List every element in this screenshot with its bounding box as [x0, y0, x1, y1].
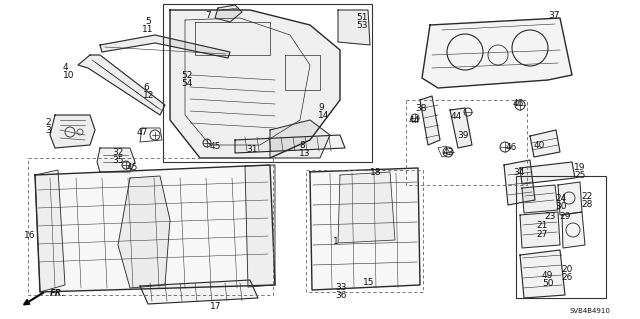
- Text: 50: 50: [542, 279, 554, 288]
- Polygon shape: [530, 130, 560, 157]
- Text: 5: 5: [145, 17, 151, 26]
- Polygon shape: [170, 10, 340, 158]
- Text: 23: 23: [544, 212, 556, 221]
- Bar: [516, 176, 606, 298]
- Polygon shape: [97, 148, 135, 172]
- Text: 26: 26: [561, 273, 572, 282]
- Text: 34: 34: [513, 168, 524, 177]
- Polygon shape: [310, 168, 420, 290]
- Polygon shape: [520, 162, 575, 184]
- Text: 17: 17: [210, 302, 221, 311]
- Text: 19: 19: [574, 163, 586, 172]
- Polygon shape: [50, 115, 95, 148]
- Text: 51: 51: [356, 13, 367, 22]
- Text: 39: 39: [457, 131, 468, 140]
- Polygon shape: [338, 10, 370, 45]
- Text: 21: 21: [536, 221, 547, 230]
- Text: 29: 29: [559, 212, 570, 221]
- Text: 44: 44: [409, 116, 420, 125]
- Text: 32: 32: [112, 148, 124, 157]
- Polygon shape: [422, 18, 572, 88]
- Text: 6: 6: [143, 83, 148, 92]
- Bar: [406, 100, 527, 185]
- Text: 38: 38: [415, 104, 426, 113]
- Text: 46: 46: [513, 99, 524, 108]
- Polygon shape: [215, 5, 242, 22]
- Text: 28: 28: [581, 200, 593, 209]
- Text: 14: 14: [318, 111, 330, 120]
- Text: 44: 44: [451, 112, 462, 121]
- Polygon shape: [35, 165, 275, 292]
- Polygon shape: [420, 96, 440, 145]
- Text: 18: 18: [370, 168, 381, 177]
- Text: 30: 30: [555, 202, 566, 211]
- Text: 31: 31: [246, 145, 257, 154]
- Text: 4: 4: [63, 63, 68, 72]
- Text: 3: 3: [45, 126, 51, 135]
- Text: 2: 2: [45, 118, 51, 127]
- Polygon shape: [558, 182, 582, 215]
- Text: 9: 9: [318, 103, 324, 112]
- Text: SVB4B4910: SVB4B4910: [569, 308, 610, 314]
- Polygon shape: [450, 108, 472, 148]
- Polygon shape: [78, 55, 165, 115]
- Text: 35: 35: [112, 156, 124, 165]
- Text: 53: 53: [356, 21, 367, 30]
- Text: 22: 22: [581, 192, 592, 201]
- Text: 33: 33: [335, 283, 346, 292]
- Text: 1: 1: [333, 237, 339, 246]
- Polygon shape: [520, 250, 565, 298]
- Text: 54: 54: [181, 79, 193, 88]
- Text: 40: 40: [534, 141, 545, 150]
- Text: 20: 20: [561, 265, 572, 274]
- Text: 43: 43: [443, 148, 454, 157]
- Polygon shape: [338, 172, 395, 243]
- Polygon shape: [140, 280, 258, 304]
- Text: 16: 16: [24, 231, 35, 240]
- Polygon shape: [270, 120, 330, 158]
- Text: 11: 11: [142, 25, 154, 34]
- Text: 12: 12: [143, 91, 154, 100]
- Text: 49: 49: [542, 271, 554, 280]
- Text: 46: 46: [506, 143, 517, 152]
- Text: 24: 24: [555, 194, 566, 203]
- Text: FR.: FR.: [50, 289, 65, 298]
- Text: 45: 45: [210, 142, 221, 151]
- Polygon shape: [235, 135, 345, 153]
- Polygon shape: [100, 35, 230, 58]
- Text: 15: 15: [363, 278, 374, 287]
- Text: 27: 27: [536, 230, 547, 239]
- Polygon shape: [118, 176, 170, 288]
- Text: 47: 47: [137, 128, 148, 137]
- Text: 8: 8: [299, 141, 305, 150]
- Text: 37: 37: [548, 11, 559, 20]
- Bar: [28, 158, 273, 295]
- Polygon shape: [562, 212, 585, 248]
- Bar: [306, 170, 423, 292]
- Bar: [163, 4, 372, 162]
- Polygon shape: [504, 160, 535, 205]
- Text: 45: 45: [127, 163, 138, 172]
- Polygon shape: [245, 165, 275, 287]
- Polygon shape: [522, 185, 558, 213]
- Polygon shape: [35, 170, 65, 292]
- Polygon shape: [520, 212, 560, 248]
- Text: 10: 10: [63, 71, 74, 80]
- Text: 7: 7: [205, 11, 211, 20]
- Text: 13: 13: [299, 149, 310, 158]
- Text: 25: 25: [574, 171, 586, 180]
- Text: 36: 36: [335, 291, 346, 300]
- Text: 52: 52: [181, 71, 193, 80]
